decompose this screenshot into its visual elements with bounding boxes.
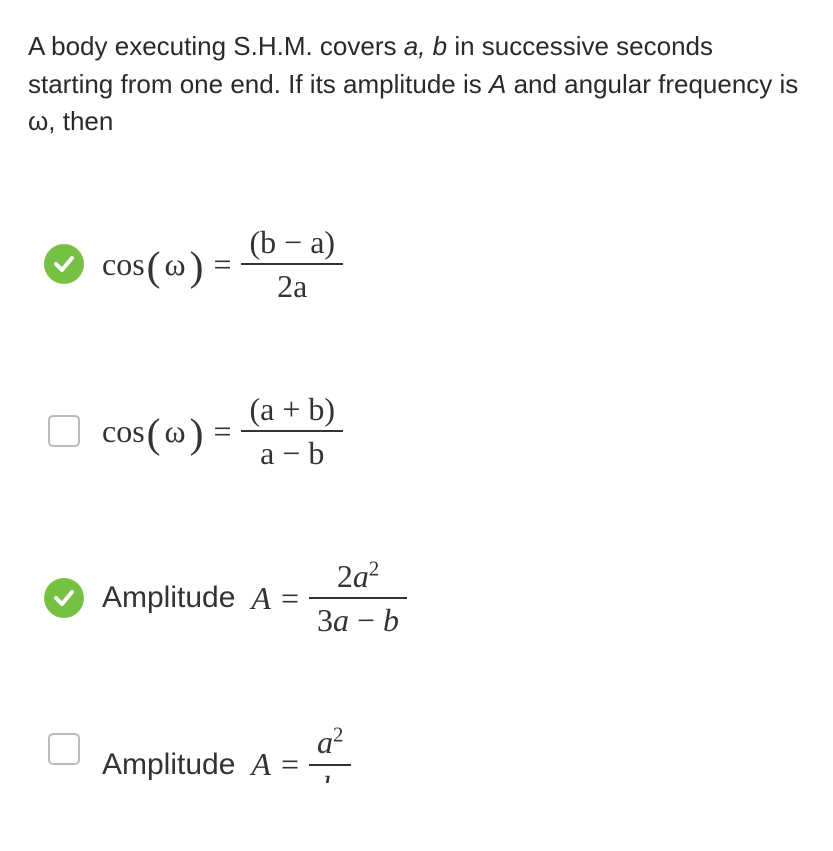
numerator: a2 <box>309 721 351 763</box>
option-2[interactable]: cos ( ω ) = (a + b) a − b <box>44 388 805 475</box>
option-2-math: cos ( ω ) = (a + b) a − b <box>102 388 343 475</box>
rparen: ) <box>190 417 204 450</box>
option-3-math: Amplitude A = 2a2 3a − b <box>102 555 407 642</box>
fn-arg: ω <box>165 413 186 450</box>
lhs-var: A <box>251 746 271 783</box>
fraction: (b − a) 2a <box>241 221 343 308</box>
numerator: 2a2 <box>329 555 387 597</box>
fn-cos: cos <box>102 246 145 283</box>
lparen: ( <box>147 417 161 450</box>
denominator: b <box>314 766 346 784</box>
prefix: Amplitude <box>102 748 235 782</box>
denominator: 2a <box>269 265 315 307</box>
fraction: 2a2 3a − b <box>309 555 407 642</box>
fn-arg: ω <box>165 246 186 283</box>
fraction: a2 b <box>309 721 351 783</box>
page: A body executing S.H.M. covers a, b in s… <box>0 0 833 783</box>
check-icon <box>44 578 84 618</box>
equals: = <box>213 413 231 450</box>
rparen: ) <box>190 250 204 283</box>
equals: = <box>213 246 231 283</box>
unchecked-box-icon <box>48 415 80 447</box>
equals: = <box>281 746 299 783</box>
prefix: Amplitude <box>102 581 235 615</box>
check-icon <box>44 244 84 284</box>
question-text: A body executing S.H.M. covers a, b in s… <box>28 28 805 141</box>
fraction: (a + b) a − b <box>241 388 343 475</box>
unchecked-box-icon <box>48 733 80 765</box>
option-4[interactable]: Amplitude A = a2 b <box>44 721 805 783</box>
option-1[interactable]: cos ( ω ) = (b − a) 2a <box>44 221 805 308</box>
options-list: cos ( ω ) = (b − a) 2a cos ( ω ) = <box>28 221 805 783</box>
numerator: (b − a) <box>241 221 343 263</box>
denominator: 3a − b <box>309 599 407 641</box>
denominator: a − b <box>252 432 332 474</box>
option-4-math: Amplitude A = a2 b <box>102 721 351 783</box>
fn-cos: cos <box>102 413 145 450</box>
lhs-var: A <box>251 580 271 617</box>
numerator: (a + b) <box>241 388 343 430</box>
equals: = <box>281 580 299 617</box>
option-1-math: cos ( ω ) = (b − a) 2a <box>102 221 343 308</box>
lparen: ( <box>147 250 161 283</box>
option-3[interactable]: Amplitude A = 2a2 3a − b <box>44 555 805 642</box>
